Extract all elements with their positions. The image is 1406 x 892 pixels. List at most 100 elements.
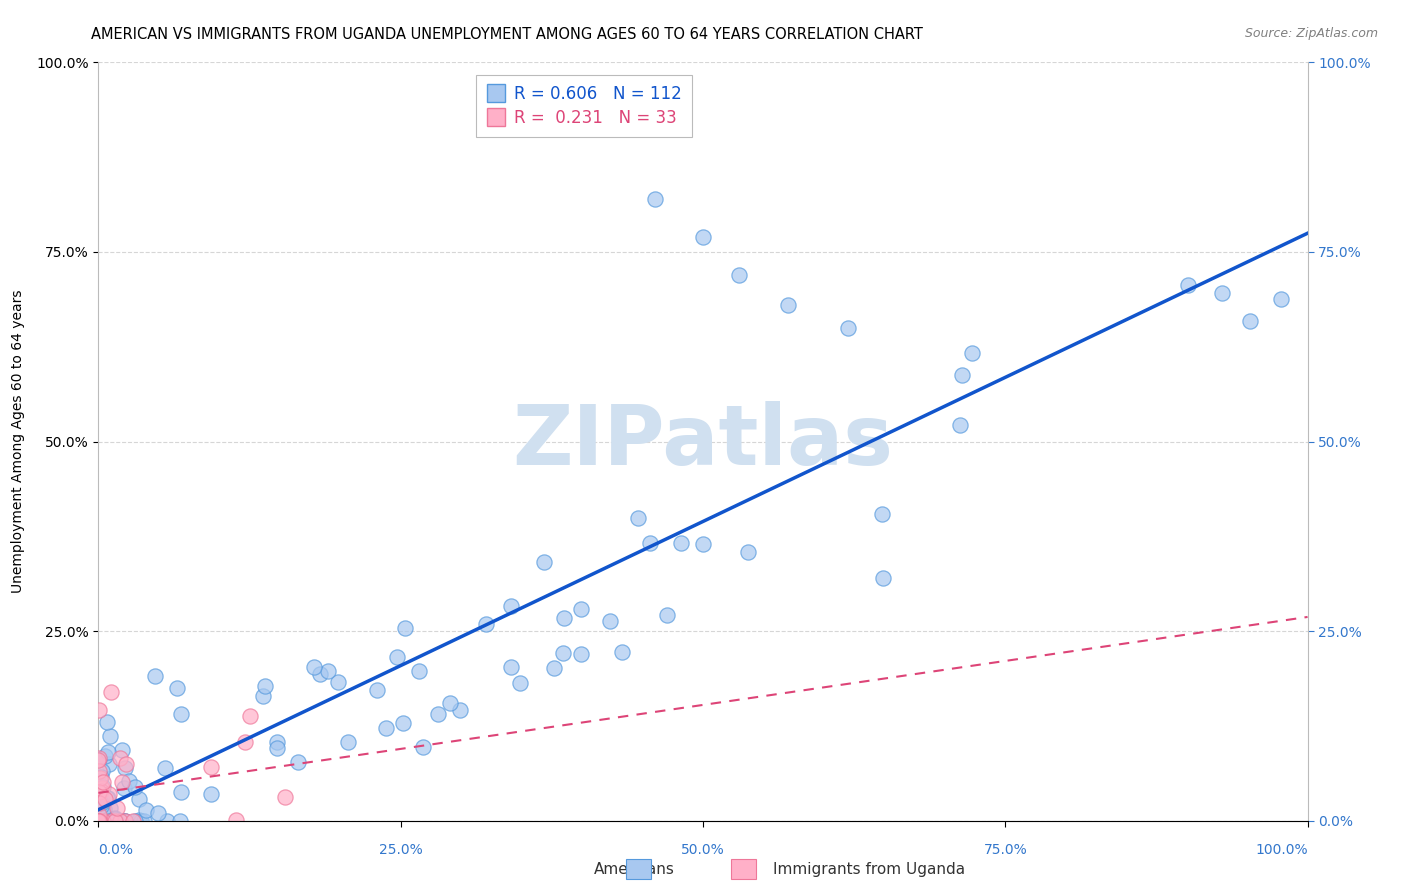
Point [90, 797, 112, 811]
Point [266, 735, 288, 749]
Point [1211, 285, 1233, 300]
Point [233, 735, 256, 749]
Point [474, 617, 496, 632]
Point [90, 797, 112, 811]
Point [412, 740, 434, 755]
Point [124, 814, 146, 828]
Text: ZIPatlas: ZIPatlas [513, 401, 893, 482]
Point [509, 676, 531, 690]
Point [287, 755, 309, 769]
Point [638, 535, 661, 549]
Point [94, 792, 117, 806]
Point [692, 536, 714, 550]
Point [569, 648, 592, 662]
Point [98, 729, 121, 743]
Point [170, 785, 193, 799]
Point [449, 703, 471, 717]
Point [103, 814, 125, 828]
Point [148, 806, 170, 821]
Point [89, 814, 111, 828]
Point [87, 764, 110, 778]
Point [93, 808, 115, 822]
Point [97, 814, 120, 828]
Point [104, 814, 127, 828]
Point [96, 714, 118, 729]
Point [551, 646, 574, 660]
Point [90, 764, 112, 779]
Point [108, 814, 131, 828]
Point [132, 814, 155, 828]
Point [97, 788, 120, 802]
Point [533, 555, 555, 569]
Point [1239, 314, 1261, 328]
Point [112, 781, 135, 796]
Point [90, 799, 112, 814]
Point [316, 664, 339, 678]
Point [253, 679, 276, 693]
Point [87, 785, 110, 799]
Point [239, 709, 262, 723]
Point [166, 681, 188, 696]
Point [439, 697, 461, 711]
Text: Americans: Americans [593, 863, 675, 877]
Point [394, 621, 416, 635]
Point [499, 660, 522, 674]
Point [105, 814, 128, 828]
Point [962, 346, 984, 360]
Point [129, 814, 152, 828]
Point [104, 814, 127, 828]
Point [374, 721, 396, 735]
Point [98, 814, 121, 828]
Point [87, 753, 110, 767]
Point [89, 814, 111, 828]
Point [97, 756, 120, 771]
Point [101, 814, 124, 828]
Point [96, 791, 118, 805]
Point [87, 814, 110, 828]
Point [87, 814, 110, 828]
Point [155, 761, 177, 775]
Point [776, 298, 799, 312]
Point [104, 811, 127, 825]
Point [87, 814, 110, 828]
Point [90, 770, 112, 784]
Point [949, 417, 972, 432]
Point [114, 814, 136, 828]
Point [385, 650, 408, 665]
Point [87, 814, 110, 828]
Point [200, 760, 222, 774]
Point [110, 814, 132, 828]
Point [118, 773, 141, 788]
Point [93, 780, 115, 794]
Point [111, 774, 134, 789]
Point [170, 707, 193, 722]
Point [156, 814, 179, 828]
Point [266, 740, 288, 755]
Point [124, 780, 146, 794]
Point [97, 791, 120, 805]
Point [111, 814, 134, 828]
Point [143, 669, 166, 683]
Point [274, 790, 297, 805]
Point [644, 192, 666, 206]
Point [1270, 292, 1292, 306]
Point [87, 774, 110, 789]
Point [408, 665, 430, 679]
Point [112, 814, 135, 828]
Point [366, 682, 388, 697]
Point [94, 814, 117, 828]
Point [569, 602, 592, 616]
Point [91, 780, 114, 795]
Point [90, 783, 112, 797]
Point [392, 716, 415, 731]
Point [872, 571, 894, 585]
Point [252, 689, 274, 703]
Point [627, 510, 650, 524]
Point [87, 752, 110, 766]
Point [599, 614, 621, 628]
Point [326, 675, 349, 690]
Point [111, 742, 134, 756]
Point [100, 685, 122, 699]
Point [87, 814, 110, 828]
Point [501, 599, 523, 614]
